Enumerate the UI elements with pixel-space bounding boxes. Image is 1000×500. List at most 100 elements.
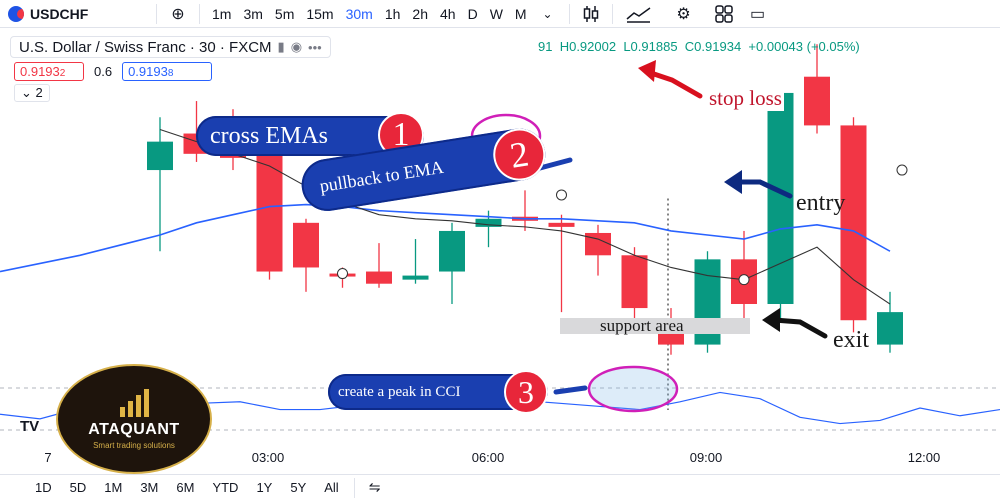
interval-d-button[interactable]: D	[467, 5, 478, 22]
candles-icon[interactable]	[576, 0, 606, 28]
range-1d-button[interactable]: 1D	[35, 480, 52, 495]
tradingview-logo-icon: TV	[20, 418, 40, 435]
candle-body	[475, 218, 502, 227]
toolbar-divider	[353, 477, 355, 498]
legend-title: U.S. Dollar / Swiss Franc · 30 · FXCM	[19, 38, 272, 56]
top-toolbar: USDCHF ⊕ 1m 3m 5m 15m 30m 1h 2h 4h D W M ⌄ ⚙ ▭	[0, 0, 1000, 28]
interval-m-button[interactable]: M	[514, 5, 527, 22]
candle-body	[585, 232, 611, 256]
trade-marker-icon	[738, 274, 750, 286]
logo-bars-icon	[119, 388, 149, 417]
candle-body	[840, 125, 867, 321]
range-5d-button[interactable]: 5D	[69, 480, 87, 495]
entry-arrow-icon	[733, 179, 793, 199]
sell-price-pip: 2	[59, 68, 66, 79]
interval-5m-button[interactable]: 5m	[274, 5, 295, 22]
eye-icon[interactable]: ◉	[290, 39, 303, 54]
indicators-icon[interactable]	[619, 0, 659, 28]
ohlc-change: +0.00043 (+0.05%)	[748, 39, 860, 54]
trade-marker-icon	[556, 189, 567, 201]
date-range-bar: 1D 5D 1M 3M 6M YTD 1Y 5Y All ⇋	[0, 474, 1000, 500]
buy-price: 0.9193	[128, 64, 168, 79]
ohlc-low: L0.91885	[623, 39, 678, 54]
ohlc-high: H0.92002	[559, 39, 617, 54]
range-all-button[interactable]: All	[324, 480, 339, 495]
interval-1m-button[interactable]: 1m	[212, 5, 232, 22]
candle-body	[256, 149, 283, 272]
trade-marker-icon	[896, 164, 908, 176]
pullback-arrow-icon	[537, 157, 573, 171]
sell-button[interactable]: 0.91932	[14, 62, 84, 81]
interval-3m-button[interactable]: 3m	[243, 5, 263, 22]
ema-slow-line	[159, 128, 891, 305]
spread-value: 0.6	[94, 64, 113, 79]
range-1y-button[interactable]: 1Y	[256, 480, 273, 495]
annotation-pullback-text: pullback to EMA	[318, 156, 445, 196]
more-dots-icon[interactable]: •••	[308, 39, 322, 55]
time-axis[interactable]: 7 03:00 06:00 09:00 12:00	[0, 446, 1000, 468]
time-label: 03:00	[251, 450, 285, 465]
annotation-cci-peak: create a peak in CCI 3	[328, 370, 548, 414]
annotation-cross-emas-text: cross EMAs	[210, 122, 328, 149]
candle-body	[621, 255, 648, 309]
gear-icon[interactable]: ⚙	[676, 5, 691, 23]
interval-w-button[interactable]: W	[489, 5, 503, 22]
flag-icon[interactable]: ▮	[277, 39, 285, 54]
interval-2h-button[interactable]: 2h	[412, 5, 428, 22]
time-label: 06:00	[471, 450, 505, 465]
candle-body	[366, 271, 392, 284]
cci-arrow-icon	[553, 385, 588, 395]
time-axis-start: 7	[44, 450, 52, 465]
trade-prices: 0.91932 0.6 0.91938	[14, 62, 213, 81]
support-area-label: support area	[560, 317, 750, 334]
symbol-search[interactable]: USDCHF	[0, 5, 150, 22]
more-icon[interactable]: ▭	[750, 5, 766, 23]
interval-4h-button[interactable]: 4h	[439, 5, 456, 22]
exit-arrowhead-icon	[762, 308, 780, 332]
time-label: 09:00	[689, 450, 723, 465]
toolbar-divider	[156, 3, 157, 24]
trade-marker-icon	[337, 268, 348, 280]
entry-arrowhead-icon	[724, 170, 742, 194]
candle-body	[804, 76, 830, 126]
range-3m-button[interactable]: 3M	[140, 480, 159, 495]
plus-circle-icon[interactable]: ⊕	[171, 5, 185, 23]
logo-name: ATAQUANT	[88, 420, 180, 438]
range-6m-button[interactable]: 6M	[176, 480, 195, 495]
range-ytd-button[interactable]: YTD	[212, 480, 239, 495]
toolbar-divider	[611, 3, 613, 24]
annotation-cci-peak-text: create a peak in CCI	[338, 383, 461, 400]
candle-body	[439, 230, 465, 272]
chevron-down-icon: ⌄	[21, 85, 32, 100]
cci-peak-highlight	[587, 365, 679, 413]
interval-15m-button[interactable]: 15m	[306, 5, 334, 22]
time-label: 12:00	[907, 450, 941, 465]
symbol-name: USDCHF	[30, 5, 89, 22]
ohlc-close: C0.91934	[684, 39, 742, 54]
step-3-badge: 3	[504, 370, 548, 414]
stop-loss-arrow-icon	[645, 69, 703, 99]
candle-body	[147, 141, 173, 171]
candle-body	[548, 222, 575, 227]
buy-button[interactable]: 0.91938	[122, 62, 213, 81]
ohlc-open-tail: 91	[538, 39, 553, 54]
range-1m-button[interactable]: 1M	[104, 480, 123, 495]
chevron-down-icon[interactable]: ⌄	[542, 6, 553, 21]
exit-label: exit	[833, 327, 869, 353]
sell-price: 0.9193	[20, 64, 60, 79]
interval-30m-button[interactable]: 30m	[345, 5, 373, 22]
exit-arrow-icon	[771, 317, 828, 339]
ohlc-values: 91 H0.92002 L0.91885 C0.91934 +0.00043 (…	[538, 39, 860, 54]
range-5y-button[interactable]: 5Y	[290, 480, 307, 495]
stop-loss-arrowhead-icon	[638, 60, 656, 82]
candle-body	[767, 92, 794, 304]
layout-grid-icon[interactable]	[709, 0, 739, 28]
logo-tagline: Smart trading solutions	[93, 440, 175, 450]
candle-body	[402, 275, 429, 280]
chart-legend[interactable]: U.S. Dollar / Swiss Franc · 30 · FXCM ▮ …	[10, 36, 331, 58]
calendar-range-icon[interactable]: ⇋	[368, 479, 381, 495]
toolbar-divider	[568, 3, 570, 24]
interval-1h-button[interactable]: 1h	[384, 5, 401, 22]
ataquant-logo: ATAQUANT Smart trading solutions	[56, 364, 212, 474]
indicator-collapse-button[interactable]: ⌄ 2	[14, 84, 50, 102]
